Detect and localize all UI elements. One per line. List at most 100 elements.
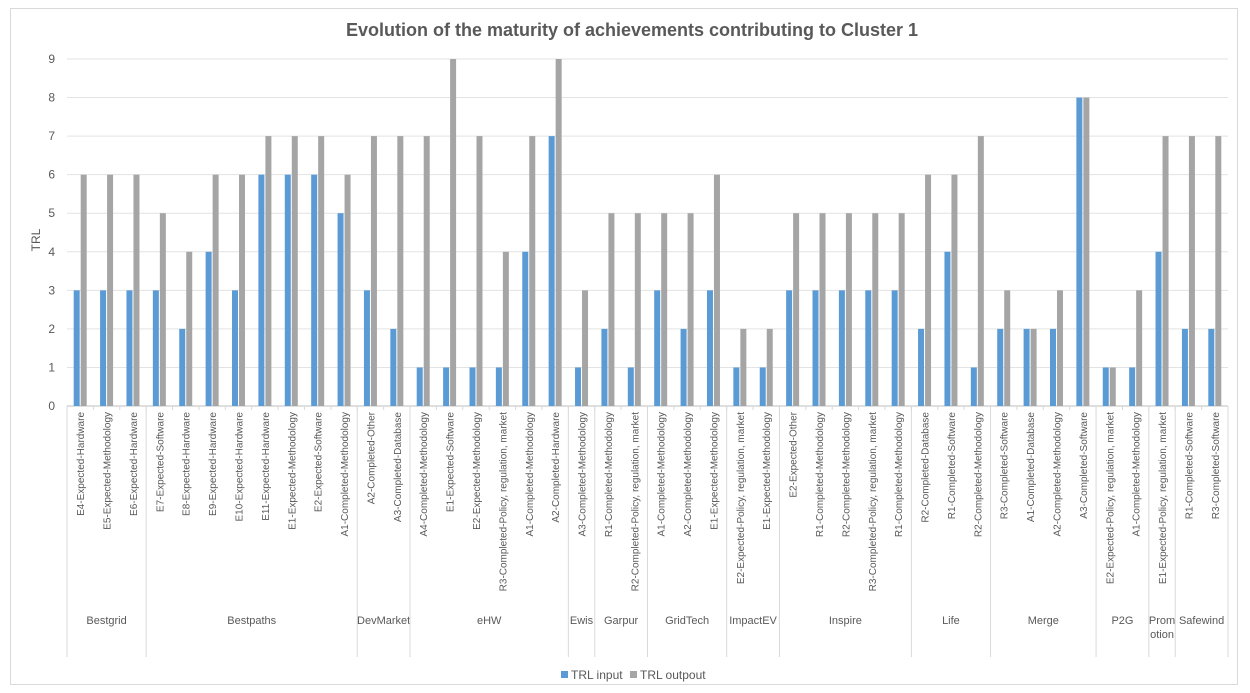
x-category-label: E1-Expected-Methodology [709, 412, 720, 530]
x-category-label: A1-Completed-Methodology [340, 412, 351, 537]
x-category-label: R3-Completed-Policy, regulation, market [868, 412, 879, 592]
y-axis-label: TRL [29, 228, 43, 251]
x-category-label: E2-Expected-Methodology [472, 412, 483, 530]
bar-trl-input [627, 367, 634, 406]
bar-trl-output [661, 213, 668, 406]
bar-trl-input [548, 136, 555, 406]
x-category-label: A3-Completed-Database [393, 412, 404, 522]
x-category-label: R1-Completed-Methodology [894, 412, 905, 537]
x-category-label: R2-Completed-Policy, regulation, market [630, 412, 641, 592]
y-tick-label: 6 [48, 168, 55, 182]
group-label: Life [942, 615, 960, 627]
legend-swatch-trl-input [561, 671, 568, 678]
y-tick-label: 9 [48, 52, 55, 66]
bar-trl-input [152, 290, 159, 406]
bar-trl-input [812, 290, 819, 406]
x-category-label: E1-Expected-Methodology [287, 412, 298, 530]
bar-trl-output [793, 213, 800, 406]
bar-trl-output [476, 136, 483, 406]
y-tick-label: 0 [48, 399, 55, 413]
bar-trl-output [1215, 136, 1222, 406]
bar-trl-input [759, 367, 766, 406]
x-category-label: E2-Expected-Software [314, 412, 325, 512]
bar-trl-input [495, 367, 502, 406]
bar-trl-input [73, 290, 80, 406]
x-category-label: E4-Expected-Hardware [76, 412, 87, 516]
bar-trl-output [925, 174, 932, 406]
bar-trl-output [397, 136, 404, 406]
bar-trl-input [522, 251, 529, 406]
x-category-label: R1-Completed-Software [1184, 412, 1195, 520]
x-category-label: E9-Expected-Hardware [208, 412, 219, 516]
bar-trl-input [680, 328, 687, 406]
bar-trl-output [740, 328, 747, 406]
y-tick-label: 1 [48, 360, 55, 374]
bar-trl-output [1188, 136, 1195, 406]
chart-title: Evolution of the maturity of achievement… [346, 20, 918, 40]
x-category-label: A3-Completed-Software [1079, 412, 1090, 519]
group-label: eHW [477, 615, 502, 627]
group-label: Garpur [604, 615, 639, 627]
x-category-label: E1-Expected-Policy, regulation, market [1158, 412, 1169, 584]
x-category-label: R3-Completed-Software [1211, 412, 1222, 520]
bar-trl-output [291, 136, 298, 406]
bar-trl-input [1076, 97, 1083, 407]
x-category-label: E10-Expected-Hardware [235, 412, 246, 522]
bar-trl-input [601, 328, 608, 406]
bar-trl-output [766, 328, 773, 406]
bar-trl-output [687, 213, 694, 406]
x-category-label: E1-Expected-Software [446, 412, 457, 512]
y-tick-label: 8 [48, 91, 55, 105]
group-label: DevMarket [357, 615, 410, 627]
bar-trl-input [469, 367, 476, 406]
x-category-label: A1-Completed-Methodology [525, 412, 536, 537]
bar-trl-input [865, 290, 872, 406]
bar-trl-input [232, 290, 239, 406]
bar-trl-input [891, 290, 898, 406]
x-category-label: R1-Completed-Methodology [815, 412, 826, 537]
bar-trl-input [1129, 367, 1136, 406]
x-category-label: A2-Completed-Methodology [683, 412, 694, 537]
y-tick-label: 4 [48, 245, 55, 259]
bar-trl-input [337, 213, 344, 406]
group-label: Bestgrid [86, 615, 126, 627]
bar-trl-input [654, 290, 661, 406]
bar-trl-input [100, 290, 107, 406]
bar-trl-input [1023, 328, 1030, 406]
bar-trl-output [1004, 290, 1011, 406]
bar-trl-output [898, 213, 905, 406]
bar-trl-output [1109, 367, 1116, 406]
bar-trl-output [713, 174, 720, 406]
x-category-label: E8-Expected-Hardware [182, 412, 193, 516]
bar-trl-output [423, 136, 430, 406]
x-category-label: E7-Expected-Software [155, 412, 166, 512]
group-label: Inspire [829, 615, 862, 627]
bar-trl-output [186, 251, 193, 406]
bar-trl-output [1083, 97, 1090, 407]
y-tick-label: 3 [48, 283, 55, 297]
x-category-label: E1-Expected-Methodology [762, 412, 773, 530]
bar-trl-input [706, 290, 713, 406]
bar-trl-output [239, 174, 246, 406]
x-category-label: R3-Completed-Policy, regulation, market [498, 412, 509, 592]
group-label: P2G [1111, 615, 1133, 627]
bar-trl-output [819, 213, 826, 406]
bar-trl-input [733, 367, 740, 406]
bar-trl-output [1056, 290, 1063, 406]
bar-trl-output [133, 174, 140, 406]
group-label: Ewis [570, 615, 594, 627]
bar-trl-output [159, 213, 166, 406]
x-category-label: E5-Expected-Methodology [103, 412, 114, 530]
bar-trl-output [582, 290, 589, 406]
group-label: ImpactEV [729, 615, 777, 627]
x-category-label: A2-Completed-Other [366, 411, 377, 504]
x-category-label: E6-Expected-Hardware [129, 412, 140, 516]
bar-trl-input [390, 328, 397, 406]
bar-trl-output [951, 174, 958, 406]
bar-trl-input [416, 367, 423, 406]
bar-trl-output [1030, 328, 1037, 406]
bar-trl-output [634, 213, 641, 406]
group-label: Bestpaths [227, 615, 276, 627]
bar-trl-input [205, 251, 212, 406]
